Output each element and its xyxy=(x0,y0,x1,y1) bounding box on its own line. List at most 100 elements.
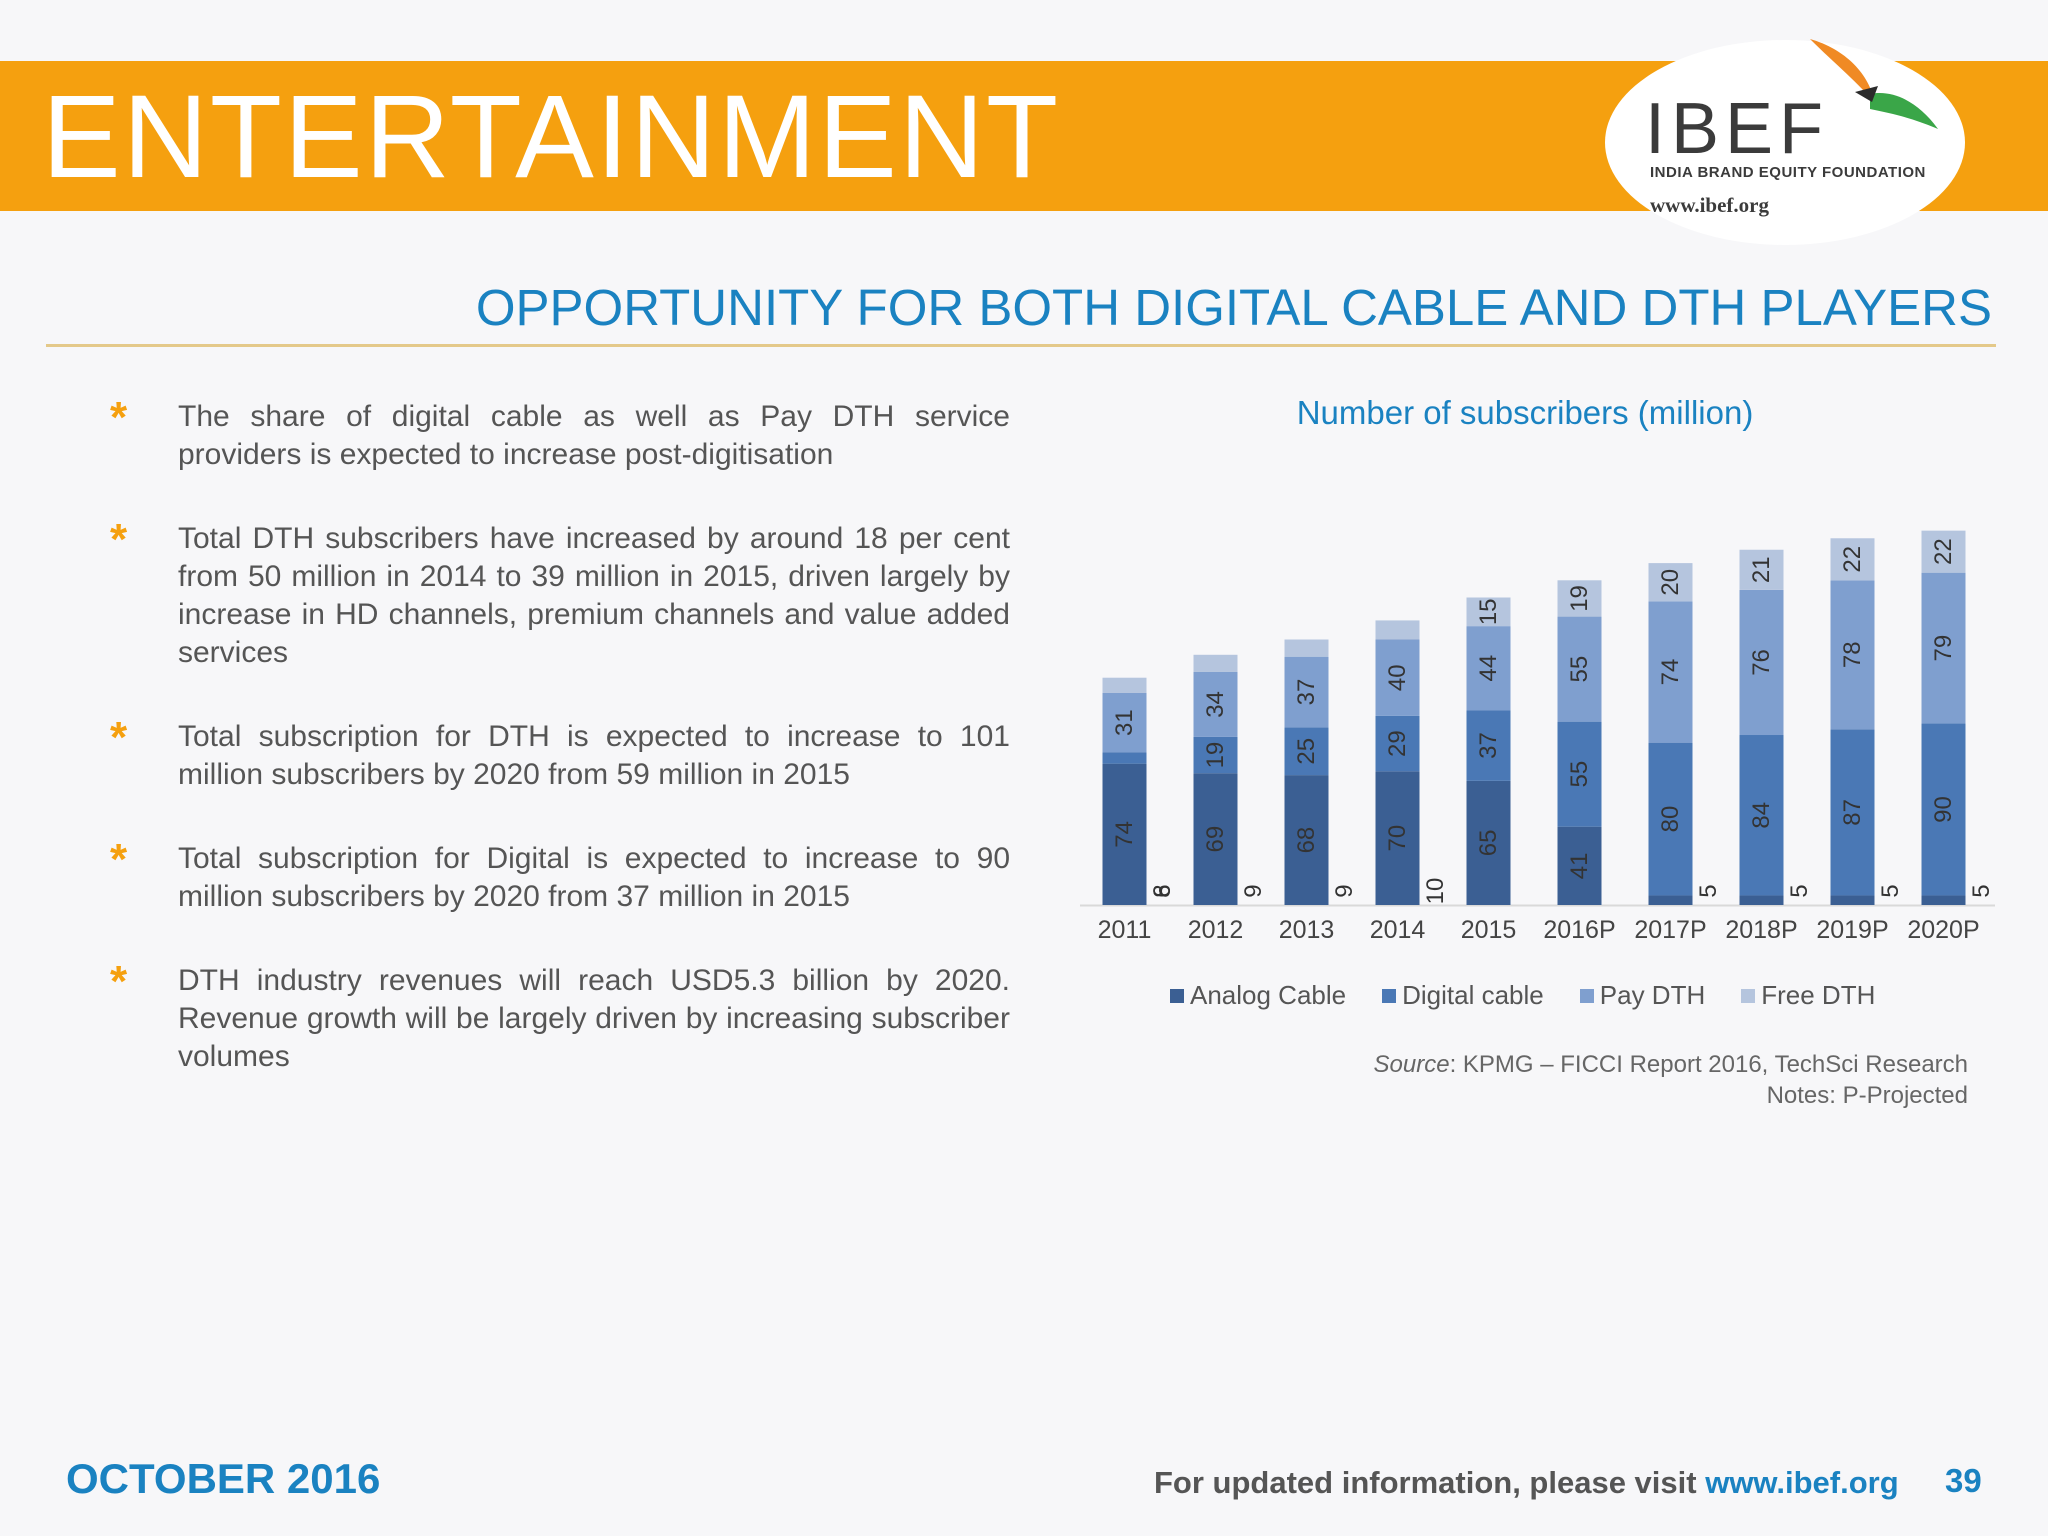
bar-segment xyxy=(1466,780,1511,905)
legend-label: Digital cable xyxy=(1402,980,1544,1010)
asterisk-icon: * xyxy=(110,515,128,564)
bar-segment xyxy=(1830,580,1875,730)
legend-swatch xyxy=(1741,988,1756,1003)
bar-segment xyxy=(1739,735,1784,896)
data-label: 19 xyxy=(1566,585,1593,612)
footer-date: OCTOBER 2016 xyxy=(66,1455,381,1502)
bullet-text: Total subscription for Digital is expect… xyxy=(178,842,1010,913)
legend-label: Analog Cable xyxy=(1190,980,1347,1010)
data-label: 5 xyxy=(1786,884,1813,897)
bullet-text: Total DTH subscribers have increased by … xyxy=(178,522,1010,669)
bar-segment xyxy=(1102,752,1147,764)
bar-segment xyxy=(1739,589,1784,736)
legend-item: Analog Cable xyxy=(1170,980,1346,1011)
data-label: 5 xyxy=(1695,884,1722,897)
data-label: 55 xyxy=(1566,761,1593,788)
data-label: 68 xyxy=(1293,827,1320,854)
data-label: 90 xyxy=(1930,796,1957,823)
bar-segment xyxy=(1102,677,1147,693)
page-number: 39 xyxy=(1945,1462,1982,1499)
logo-url[interactable]: www.ibef.org xyxy=(1650,193,1769,217)
data-label: 34 xyxy=(1202,691,1229,718)
data-label: 22 xyxy=(1839,546,1866,573)
x-tick-label: 2017P xyxy=(1634,916,1706,944)
source-note: Source: KPMG – FICCI Report 2016, TechSc… xyxy=(1374,1049,1968,1111)
x-tick-label: 2015 xyxy=(1461,916,1517,944)
x-tick-label: 2012 xyxy=(1188,916,1244,944)
data-label: 15 xyxy=(1475,598,1502,625)
data-label: 21 xyxy=(1748,556,1775,583)
data-label: 41 xyxy=(1566,852,1593,879)
legend-swatch xyxy=(1382,988,1397,1003)
data-label: 84 xyxy=(1748,802,1775,829)
bar-segment xyxy=(1830,538,1875,581)
bar-segment xyxy=(1648,601,1693,743)
footer-link[interactable]: www.ibef.org xyxy=(1705,1465,1899,1500)
data-label: 5 xyxy=(1968,884,1995,897)
bar-segment xyxy=(1921,530,1966,573)
bullet-item: * DTH industry revenues will reach USD5.… xyxy=(110,960,1010,1076)
bar-segment xyxy=(1648,895,1693,905)
data-label: 37 xyxy=(1475,732,1502,759)
data-label: 10 xyxy=(1422,878,1449,905)
bar-segment xyxy=(1102,763,1147,905)
bar-segment xyxy=(1648,563,1693,602)
bird-logo-icon xyxy=(1810,39,1938,129)
x-tick-label: 2019P xyxy=(1816,916,1888,944)
x-tick-label: 2013 xyxy=(1279,916,1335,944)
bar-segment xyxy=(1921,895,1966,905)
bar-segment xyxy=(1739,549,1784,590)
x-tick-label: 2018P xyxy=(1725,916,1797,944)
bullet-item: * Total subscription for Digital is expe… xyxy=(110,835,1010,916)
asterisk-icon: * xyxy=(110,713,128,762)
bar-segment xyxy=(1375,639,1420,716)
legend-item: Digital cable xyxy=(1382,980,1544,1011)
bullet-item: * Total subscription for DTH is expected… xyxy=(110,713,1010,794)
bar-segment xyxy=(1193,736,1238,774)
bar-segment xyxy=(1375,715,1420,772)
data-label: 8 xyxy=(1149,884,1176,897)
bullet-item: * The share of digital cable as well as … xyxy=(110,393,1010,474)
asterisk-icon: * xyxy=(110,835,128,884)
bullet-text: The share of digital cable as well as Pa… xyxy=(178,400,1010,471)
bar-segment xyxy=(1102,692,1147,753)
footer-visit-text: For updated information, please visit ww… xyxy=(1154,1465,1899,1501)
data-label: 19 xyxy=(1202,742,1229,769)
chart-legend: Analog Cable Digital cable Pay DTH Free … xyxy=(1170,980,1911,1011)
bar-segment xyxy=(1739,895,1784,905)
bar-segment xyxy=(1375,620,1420,640)
bar-segment xyxy=(1284,639,1329,657)
bar-segment xyxy=(1557,721,1602,827)
footer-visit-label: For updated information, please visit xyxy=(1154,1465,1706,1500)
bar-segment xyxy=(1284,775,1329,905)
legend-label: Free DTH xyxy=(1761,980,1876,1010)
bullet-item: * Total DTH subscribers have increased b… xyxy=(110,515,1010,672)
chart-title: Number of subscribers (million) xyxy=(1296,394,1754,431)
data-label: 79 xyxy=(1930,635,1957,662)
data-label: 31 xyxy=(1111,709,1138,736)
bar-segment xyxy=(1648,742,1693,896)
bar-segment xyxy=(1466,597,1511,627)
asterisk-icon: * xyxy=(110,393,128,442)
bar-segment xyxy=(1466,710,1511,781)
legend-label: Pay DTH xyxy=(1599,980,1706,1010)
legend-swatch xyxy=(1170,988,1184,1003)
x-tick-label: 2016P xyxy=(1543,916,1615,944)
logo-background xyxy=(1605,40,1965,245)
data-label: 37 xyxy=(1293,679,1320,706)
legend-swatch xyxy=(1579,988,1594,1003)
stacked-bar-chart: 74 6 31 8 2011 69 19 34 9 2012 68 25 37 9 2013 70 29 40 10… xyxy=(1080,530,1995,944)
bar-segment xyxy=(1830,729,1875,896)
data-label: 22 xyxy=(1930,538,1957,565)
data-label: 25 xyxy=(1293,738,1320,765)
source-label: Source xyxy=(1373,1051,1450,1078)
logo-name: IBEF xyxy=(1645,89,1830,169)
bar-segment xyxy=(1830,895,1875,905)
bullet-text: Total subscription for DTH is expected t… xyxy=(178,720,1010,791)
bar-segment xyxy=(1921,723,1966,896)
x-tick-label: 2014 xyxy=(1370,916,1426,944)
data-label: 9 xyxy=(1331,884,1358,897)
divider xyxy=(46,344,1996,347)
x-tick-label: 2011 xyxy=(1098,916,1152,944)
data-label: 76 xyxy=(1748,649,1775,676)
